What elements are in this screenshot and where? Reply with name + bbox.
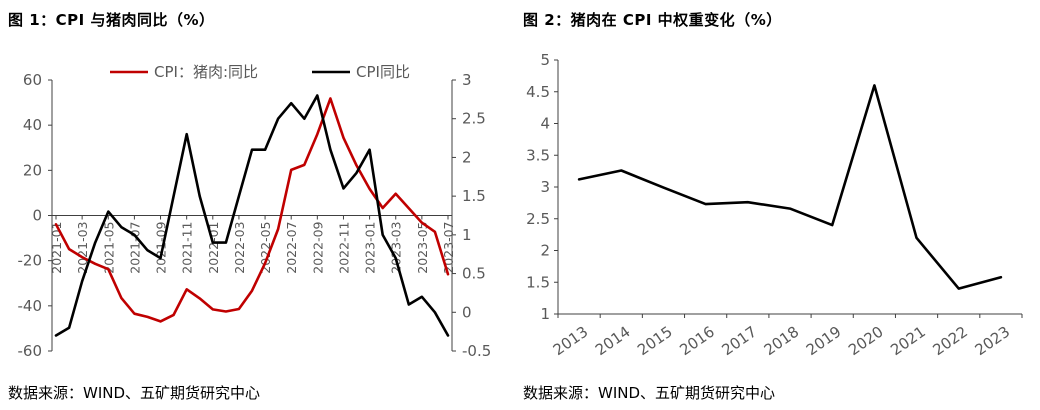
pork-weight-series-line [577, 84, 1003, 290]
left-tick-label: -60 [18, 342, 43, 360]
chart-title: 图 2：猪肉在 CPI 中权重变化（%） [523, 11, 782, 29]
y-tick-label: 2.5 [526, 210, 550, 228]
y-tick-label: 4.5 [526, 83, 550, 101]
x-tick-label: 2022 [929, 323, 971, 360]
chart-panel-cpi-pork: 图 1：CPI 与猪肉同比（%） 60 40 20 0 -20 -40 -60 3 2.5 2 1.… [8, 11, 492, 402]
x-tick-label: 2023-03 [389, 222, 404, 274]
y-tick-label: 2 [540, 242, 550, 260]
x-tick-label: 2022-09 [310, 221, 325, 273]
x-tick-label: 2021 [887, 323, 929, 360]
left-tick-label: 0 [32, 207, 42, 225]
legend-label: CPI同比 [356, 63, 410, 81]
x-tick-label: 2022-07 [284, 222, 299, 274]
chart-source: 数据来源：WIND、五矿期货研究中心 [8, 384, 261, 402]
right-tick-label: -0.5 [462, 342, 491, 360]
x-tick-label: 2021-05 [101, 222, 116, 274]
x-tick-label: 2019 [803, 323, 845, 360]
chart-source: 数据来源：WIND、五矿期货研究中心 [523, 384, 776, 402]
y-tick-label: 5 [540, 51, 550, 69]
right-tick-label: 2 [462, 148, 472, 166]
cpi-pork-chart: 60 40 20 0 -20 -40 -60 3 2.5 2 1.5 1 0.5 0 -0.5 2021-01… [18, 63, 492, 360]
y-tick-label: 1.5 [526, 273, 550, 291]
x-tick-label: 2015 [634, 323, 676, 360]
left-tick-label: 40 [23, 116, 42, 134]
x-tick-label: 2020 [845, 323, 887, 360]
x-tick-label: 2023-01 [363, 222, 378, 274]
y-tick-label: 4 [540, 115, 550, 133]
x-tick-label: 2017 [719, 323, 761, 360]
x-tick-label: 2014 [592, 323, 634, 360]
x-tick-label: 2016 [676, 323, 718, 360]
right-tick-label: 1.5 [462, 187, 486, 205]
pork-yoy-series-line [54, 97, 450, 323]
x-tick-label: 2013 [550, 323, 592, 360]
x-tick-label: 2023-07 [441, 222, 456, 274]
legend-label: CPI：猪肉:同比 [154, 63, 258, 81]
chart-panel-pork-weight: 图 2：猪肉在 CPI 中权重变化（%） 5 4.5 4 3.5 3 2.5 2 1.5 1 20… [520, 0, 1040, 410]
x-tick-label: 2022-11 [336, 222, 351, 274]
right-tick-label: 3 [462, 71, 472, 89]
x-tick-label: 2022-03 [232, 222, 247, 274]
y-tick-label: 1 [540, 305, 550, 323]
cpi-yoy-series-line [54, 94, 450, 337]
chart-title: 图 1：CPI 与猪肉同比（%） [8, 11, 215, 29]
left-tick-label: 60 [23, 71, 42, 89]
left-tick-label: -40 [18, 297, 43, 315]
x-tick-label: 2023 [972, 323, 1014, 360]
x-tick-label: 2021-11 [180, 222, 195, 274]
right-tick-label: 0.5 [462, 265, 486, 283]
x-tick-label: 2022-05 [258, 222, 273, 274]
x-tick-label: 2021-07 [127, 222, 142, 274]
x-tick-label: 2023-05 [415, 222, 430, 274]
y-tick-label: 3.5 [526, 146, 550, 164]
left-tick-label: -20 [18, 252, 43, 270]
right-tick-label: 0 [462, 303, 472, 321]
y-tick-label: 3 [540, 178, 550, 196]
x-tick-label: 2018 [761, 323, 803, 360]
right-tick-label: 2.5 [462, 110, 486, 128]
right-tick-label: 1 [462, 226, 472, 244]
left-tick-label: 20 [23, 161, 42, 179]
x-tick-label: 2021-01 [49, 222, 64, 274]
